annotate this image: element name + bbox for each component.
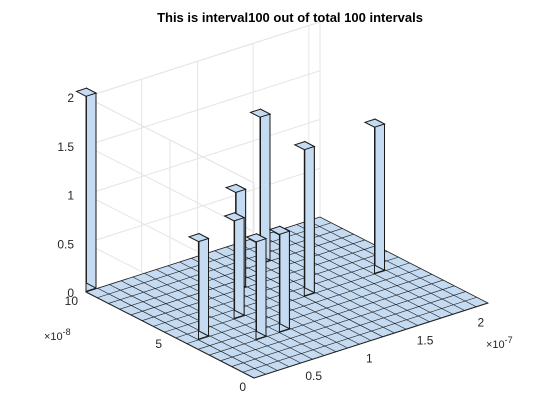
floor-grid-x	[132, 276, 301, 364]
floor-grid-x	[273, 231, 442, 319]
bar-side-face	[198, 232, 209, 337]
bar-side-face	[374, 118, 385, 272]
x-axis-line	[253, 302, 489, 379]
box-edge	[85, 96, 255, 184]
z-tick-label: 0	[67, 286, 74, 300]
gridline-z	[85, 70, 321, 147]
chart-title: This is interval100 out of total 100 int…	[157, 10, 423, 25]
y-tick-label: 5	[155, 337, 162, 351]
bars	[75, 87, 386, 341]
y-tick-label: 0	[239, 380, 246, 394]
axis-lines	[85, 97, 489, 379]
box-edge	[85, 21, 321, 98]
bar	[223, 211, 246, 320]
bar	[293, 140, 316, 297]
x-tick-label: 2	[478, 316, 485, 330]
z-tick-label: 2	[67, 91, 74, 105]
y-tick-label: 10	[65, 294, 79, 308]
x-axis-multiplier: ×10-7	[486, 335, 513, 351]
floor-grid-y	[130, 239, 365, 316]
floor-grid-y	[153, 251, 388, 327]
bar-top-face	[223, 212, 246, 222]
floor-grid-x	[167, 265, 337, 353]
floor-grid-y	[220, 285, 455, 362]
floor-grid-x	[109, 284, 278, 371]
y-axis-line	[85, 291, 255, 379]
bar-side-face	[86, 87, 97, 289]
floor-grid-y	[209, 279, 444, 356]
bar-top-face	[249, 108, 272, 118]
floor-grid-y	[242, 296, 477, 373]
floor-grid-x	[144, 272, 313, 360]
bar	[187, 232, 210, 340]
bar-top-face	[268, 225, 291, 235]
bar-top-face	[75, 87, 98, 97]
bar-top-face	[187, 233, 210, 243]
bar-top-face	[363, 118, 386, 128]
bar-side-face	[279, 225, 290, 330]
floor-grid-y	[108, 228, 343, 304]
bar-top-face	[224, 183, 247, 194]
bar-side-face	[234, 211, 245, 317]
y-axis-multiplier: ×10-8	[44, 327, 71, 343]
z-tick-label: 0.5	[57, 237, 74, 251]
floor-grid-x	[308, 220, 477, 308]
bar-top-face	[245, 233, 268, 243]
x-tick-label: 1	[366, 351, 373, 365]
bar	[245, 232, 268, 341]
z-tick-label: 1	[67, 189, 74, 203]
floor-grid-x	[191, 257, 360, 345]
bar-top-face	[293, 141, 316, 151]
floor-grid-y	[97, 222, 332, 299]
bar	[268, 225, 291, 333]
bar	[75, 87, 98, 292]
floor-grid-y	[197, 274, 433, 350]
x-tick-label: 1.5	[417, 333, 434, 347]
floor-grid-y	[175, 262, 410, 339]
floor-grid-y	[186, 268, 421, 344]
floor-grid-y	[231, 291, 466, 367]
bar-side-face	[304, 140, 315, 294]
bar	[363, 118, 386, 275]
floor-grid-x	[249, 239, 418, 326]
x-tick-label: 0.5	[305, 369, 322, 383]
bar-side-face	[256, 232, 267, 338]
floor-grid-x	[97, 287, 266, 375]
z-tick-label: 1.5	[57, 140, 74, 154]
